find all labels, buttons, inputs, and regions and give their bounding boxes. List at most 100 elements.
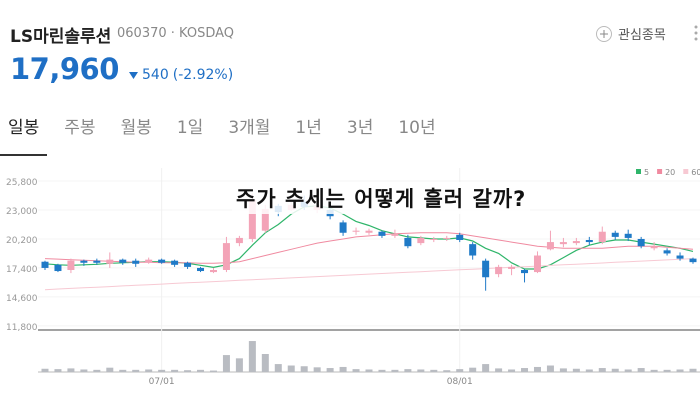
candle-body <box>158 259 166 263</box>
candle-body <box>222 243 230 270</box>
period-tab[interactable]: 월봉 <box>120 118 152 138</box>
candle-body <box>676 255 684 259</box>
volume-bar <box>339 366 347 372</box>
candle-body <box>248 199 256 239</box>
candle-body <box>508 266 516 269</box>
volume-bar <box>67 368 75 372</box>
period-tab[interactable]: 3년 <box>346 118 374 138</box>
volume-bar <box>650 369 658 372</box>
watch-label: 관심종목 <box>618 28 666 43</box>
legend-label: 5 <box>644 168 649 177</box>
volume-bar <box>235 358 243 372</box>
change-value: 540 <box>142 67 169 83</box>
volume-bar <box>300 366 308 372</box>
candle-body <box>637 238 645 247</box>
volume-bar <box>521 368 529 372</box>
candle-body <box>261 208 269 231</box>
volume-bar <box>546 365 554 372</box>
candle-body <box>352 230 360 232</box>
volume-bar <box>197 369 205 372</box>
period-tab[interactable]: 10년 <box>398 118 436 138</box>
candle-body <box>209 270 217 273</box>
volume-bar <box>508 369 516 372</box>
volume-bar <box>352 369 360 372</box>
candle-body <box>41 261 49 268</box>
candle-body <box>482 260 490 278</box>
volume-bar <box>158 369 166 372</box>
y-tick-label: 17,400 <box>6 265 38 275</box>
volume-bar <box>469 367 477 372</box>
period-tab[interactable]: 3개월 <box>228 118 271 138</box>
x-tick-label: 07/01 <box>149 377 175 387</box>
candle-body <box>235 237 243 244</box>
volume-bar <box>559 368 567 372</box>
period-tabs: 일봉 주봉 월봉 1일 3개월 1년 3년 10년 <box>0 110 453 156</box>
change-percent: (-2.92%) <box>172 67 234 83</box>
stock-code: 060370 · KOSDAQ <box>117 26 234 41</box>
volume-bar <box>417 369 425 372</box>
period-tab[interactable]: 1년 <box>295 118 322 138</box>
volume-bar <box>391 369 399 372</box>
candle-body <box>80 260 88 263</box>
candle-body <box>430 238 438 240</box>
volume-bar <box>533 366 541 372</box>
price: 17,960 <box>10 52 119 86</box>
candle-body <box>533 255 541 273</box>
volume-bar <box>689 368 697 372</box>
candle-body <box>521 270 529 274</box>
volume-bar <box>663 369 671 372</box>
candle-body <box>456 234 464 240</box>
x-tick-label: 08/01 <box>447 377 473 387</box>
volume-bar <box>184 370 192 372</box>
candle-body <box>546 242 554 250</box>
volume-bar <box>676 369 684 372</box>
candle-body <box>119 259 127 263</box>
period-tab[interactable]: 일봉 <box>0 110 48 156</box>
volume-bar <box>80 369 88 372</box>
volume-bar <box>598 368 606 372</box>
volume-bar <box>93 369 101 372</box>
y-tick-label: 23,000 <box>6 207 38 217</box>
volume-bar <box>482 364 490 372</box>
legend-label: 60 <box>691 168 700 177</box>
candle-body <box>611 232 619 237</box>
volume-bar <box>326 368 334 372</box>
candle-body <box>171 260 179 265</box>
volume-bar <box>495 368 503 372</box>
volume-bar <box>41 368 49 372</box>
volume-bar <box>119 369 127 372</box>
volume-bar <box>378 369 386 372</box>
candle-body <box>598 231 606 243</box>
legend-swatch <box>636 169 641 174</box>
watch-button[interactable]: 관심종목 <box>596 24 666 43</box>
period-tab[interactable]: 1일 <box>176 118 204 138</box>
candle-body <box>391 233 399 236</box>
candle-body <box>559 242 567 245</box>
candle-body <box>650 246 658 249</box>
period-tab[interactable]: 주봉 <box>64 118 96 138</box>
candle-body <box>404 237 412 247</box>
legend-swatch <box>683 169 689 174</box>
y-tick-label: 20,200 <box>6 236 38 246</box>
volume-bar <box>430 369 438 372</box>
candle-body <box>663 250 671 254</box>
moving-average-line <box>44 205 694 270</box>
volume-bar <box>456 369 464 372</box>
candle-body <box>585 240 593 243</box>
volume-bar <box>274 364 282 372</box>
volume-bar <box>145 369 153 372</box>
candle-body <box>197 267 205 272</box>
volume-bar <box>171 369 179 372</box>
volume-bar <box>624 369 632 372</box>
overlay-text: 주가 추세는 어떻게 흘러 갈까? <box>232 182 531 214</box>
candle-body <box>54 264 62 272</box>
candle-body <box>106 259 114 264</box>
price-change: 540 (-2.92%) <box>129 67 233 83</box>
candle-body <box>469 244 477 256</box>
volume-bar <box>585 369 593 372</box>
more-icon[interactable] <box>693 24 699 42</box>
volume-bar <box>404 369 412 372</box>
candle-body <box>624 233 632 238</box>
candle-body <box>67 260 75 270</box>
volume-bar <box>572 368 580 372</box>
